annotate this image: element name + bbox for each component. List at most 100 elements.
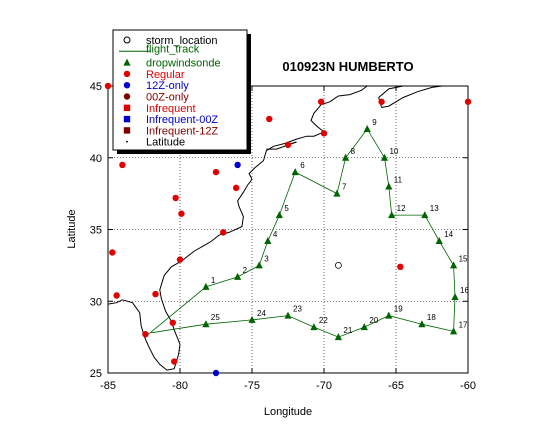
twelve-z-site-marker: [234, 161, 241, 169]
legend-label: flight_track: [146, 43, 200, 55]
regular-site-marker: [220, 229, 227, 236]
regular-site-marker: [317, 98, 325, 105]
dropwindsonde-label: 4: [273, 230, 278, 239]
x-tick-label: -65: [388, 380, 404, 392]
dropwindsonde-marker: [385, 182, 393, 190]
dropwindsonde-label: 9: [372, 118, 377, 127]
y-tick-label: 40: [90, 153, 102, 165]
legend-marker: [123, 82, 131, 89]
x-tick-label: -85: [100, 380, 116, 392]
x-tick-label: -75: [244, 380, 260, 392]
dropwindsonde-label: 23: [293, 305, 302, 314]
dropwindsonde-marker: [388, 211, 396, 219]
dropwindsonde-label: 16: [460, 286, 469, 295]
regular-site-marker: [169, 319, 176, 326]
regular-site-marker: [152, 290, 159, 298]
dropwindsonde-marker: [255, 261, 263, 269]
regular-site-marker: [378, 98, 385, 105]
gridlines: [108, 86, 468, 373]
legend-label: Infrequent-00Z: [146, 114, 218, 126]
dropwindsonde-marker: [451, 292, 459, 300]
dropwindsonde-marker: [248, 315, 256, 323]
x-axis: -85 -80 -75 -70 -65 -60: [100, 86, 476, 392]
legend-marker: [123, 36, 131, 44]
x-axis-label: Longitude: [264, 406, 312, 418]
legend-label: 00Z-only: [146, 92, 189, 104]
legend-label: Infrequent: [146, 103, 196, 115]
gulf-coast-line: [107, 299, 123, 305]
dropwindsonde-marker: [421, 211, 429, 219]
dropwindsonde-label: 21: [343, 326, 352, 335]
regular-site-marker: [119, 161, 126, 169]
regular-site-marker: [113, 292, 120, 299]
legend-box: [112, 29, 248, 151]
dropwindsonde-label: 19: [394, 305, 403, 314]
dropwindsonde-label: 14: [444, 230, 453, 239]
dropwindsonde-marker: [264, 236, 272, 244]
dropwindsonde-marker: [418, 320, 426, 328]
legend-marker: [123, 93, 131, 100]
dropwindsonde-label: 3: [264, 254, 269, 263]
legend-marker: [123, 115, 131, 123]
regular-site-marker: [171, 358, 178, 365]
dropwindsonde-label: 8: [351, 147, 356, 156]
dropwindsonde-label: 1: [211, 276, 216, 285]
dropwindsonde-label: 6: [300, 161, 305, 170]
dropwindsonde-marker: [334, 333, 342, 341]
regular-site-marker: [266, 115, 273, 123]
dropwindsonde-label: 22: [319, 316, 328, 325]
dropwindsonde-marker: [291, 168, 299, 176]
x-tick-label: -80: [172, 380, 188, 392]
regular-site-marker: [104, 82, 112, 90]
dropwindsonde-label: 5: [284, 204, 289, 213]
dropwindsonde-label: 15: [459, 254, 468, 263]
dropwindsonde-marker: [202, 282, 210, 290]
regular-site-marker: [142, 331, 149, 338]
dropwindsonde-marker: [275, 211, 283, 219]
dropwindsonde-label: 17: [459, 320, 468, 329]
legend-label: 12Z-only: [146, 80, 189, 92]
legend-marker: [126, 140, 128, 143]
regular-site-marker: [397, 263, 404, 271]
twelve-z-site-marker: [212, 369, 220, 377]
dropwindsonde-marker: [363, 125, 371, 133]
dropwindsonde-marker: [450, 261, 458, 269]
dropwindsonde-label: 20: [369, 316, 378, 325]
regular-site-marker: [284, 141, 292, 149]
dropwindsonde-label: 11: [394, 175, 403, 184]
dropwindsonde-marker: [450, 327, 458, 335]
dropwindsonde-label: 7: [342, 183, 347, 192]
dropwindsonde-marker: [284, 311, 292, 319]
dropwindsonde-label: 13: [430, 204, 439, 213]
legend-label: dropwindsonde: [146, 58, 221, 70]
dropwindsonde-marker: [342, 153, 350, 161]
dropwindsonde-label: 2: [243, 266, 248, 275]
legend-label: Latitude: [146, 137, 185, 149]
legend-label: Regular: [146, 69, 185, 81]
legend-label: storm_location: [146, 35, 218, 47]
dropwindsonde-marker: [380, 153, 389, 161]
dropwindsonde-label: 12: [397, 204, 406, 213]
storm-location: [334, 261, 342, 269]
regular-site-marker: [178, 210, 185, 217]
regular-site-marker: [172, 194, 179, 202]
legend-label: Infrequent-12Z: [146, 125, 218, 137]
legend-marker: [123, 127, 131, 134]
regular-site-marker: [232, 184, 240, 192]
legend-marker: [123, 58, 131, 66]
dropwindsonde-label: 18: [427, 313, 436, 322]
dropwindsonde-label: 10: [389, 147, 398, 156]
x-tick-label: -70: [316, 380, 332, 392]
dropwindsonde-marker: [234, 272, 242, 280]
observation-sites: [104, 82, 472, 377]
dropwindsonde-marker: [333, 189, 341, 197]
dropwindsonde-label: 24: [257, 309, 266, 318]
y-tick-label: 25: [90, 368, 102, 380]
x-tick-label: -60: [460, 380, 476, 392]
regular-site-marker: [464, 98, 472, 105]
dropwindsonde-marker: [435, 236, 443, 244]
